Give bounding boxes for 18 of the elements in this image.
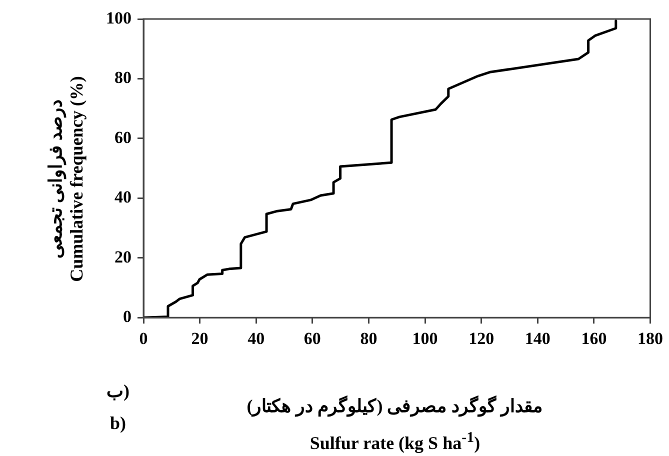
text: ب): [106, 380, 130, 402]
x-tick-label: 40: [248, 329, 265, 348]
y-tick-label: 20: [114, 247, 132, 266]
y-tick-label: 80: [114, 68, 132, 88]
x-tick-label: 120: [468, 329, 494, 348]
y-tick-label: 0: [123, 306, 132, 326]
x-tick-label: 0: [139, 329, 148, 348]
x-tick-label: 140: [524, 329, 550, 348]
x-tick-label: 80: [360, 329, 378, 348]
x-tick-label: 60: [304, 329, 321, 348]
x-tick-label: 100: [412, 329, 438, 348]
y-tick-label: 40: [114, 188, 132, 207]
x-tick-label: 180: [638, 329, 663, 348]
text: b): [110, 413, 126, 434]
y-tick-label: 100: [106, 8, 132, 28]
y-tick-label: 60: [114, 128, 132, 147]
x-tick-label: 20: [191, 329, 208, 348]
x-tick-label: 160: [581, 329, 607, 348]
